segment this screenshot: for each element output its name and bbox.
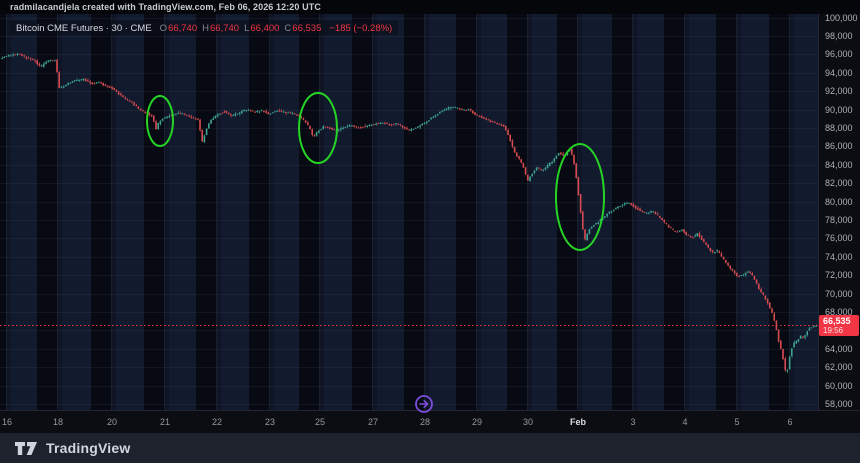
- ellipse-annotation[interactable]: [145, 94, 175, 148]
- price-axis-label: 88,000: [825, 122, 853, 133]
- low-label: L: [244, 22, 250, 34]
- time-axis-label: 27: [367, 417, 379, 427]
- time-axis-label: 16: [1, 417, 13, 427]
- time-axis-label: 4: [682, 417, 688, 427]
- ellipse-annotation[interactable]: [297, 91, 339, 165]
- price-axis-label: 64,000: [825, 343, 853, 354]
- price-axis-label: 100,000: [825, 12, 858, 23]
- arrow-sticker-icon[interactable]: [413, 393, 435, 415]
- footer-bar: TradingView: [0, 433, 860, 463]
- attribution-bar: radmilacandjela created with TradingView…: [0, 0, 860, 14]
- attribution-text: radmilacandjela created with TradingView…: [10, 2, 321, 12]
- price-axis-label: 68,000: [825, 306, 853, 317]
- current-price-label: 66,535 19:56: [819, 315, 859, 337]
- bar-countdown: 19:56: [823, 326, 844, 336]
- time-axis-label: 18: [52, 417, 64, 427]
- close-value: 66,535: [292, 22, 322, 34]
- footer-brand-text[interactable]: TradingView: [46, 440, 131, 456]
- time-axis-label: 6: [787, 417, 793, 427]
- high-value: 66,740: [210, 22, 240, 34]
- time-axis-label: 29: [471, 417, 483, 427]
- chart-canvas[interactable]: [0, 14, 818, 410]
- price-axis-label: 80,000: [825, 196, 853, 207]
- price-axis-label: 84,000: [825, 159, 853, 170]
- time-axis-label: 28: [419, 417, 431, 427]
- legend-open: O 66,740: [160, 23, 197, 34]
- price-axis-label: 98,000: [825, 30, 853, 41]
- symbol-legend[interactable]: Bitcoin CME Futures · 30 · CME O 66,740 …: [10, 21, 399, 35]
- price-axis-label: 58,000: [825, 399, 853, 409]
- legend-low: L 66,400: [244, 23, 279, 34]
- price-axis-label: 92,000: [825, 86, 853, 97]
- tradingview-logo-icon[interactable]: [14, 441, 38, 456]
- open-value: 66,740: [168, 22, 198, 34]
- price-axis-label: 76,000: [825, 233, 853, 244]
- time-axis-label: 22: [211, 417, 223, 427]
- price-axis-label: 90,000: [825, 104, 853, 115]
- open-label: O: [159, 22, 168, 34]
- price-axis-label: 74,000: [825, 251, 853, 262]
- change-value: −185 (−0.28%): [329, 22, 393, 34]
- time-axis-label: 30: [522, 417, 534, 427]
- close-label: C: [284, 22, 292, 34]
- time-axis-label: 23: [264, 417, 276, 427]
- price-axis-label: 94,000: [825, 67, 853, 78]
- price-axis-label: 82,000: [825, 178, 853, 189]
- chart-plot-area[interactable]: [0, 14, 818, 410]
- time-axis-label: 21: [159, 417, 171, 427]
- time-axis-label: 3: [630, 417, 636, 427]
- price-axis-label: 70,000: [825, 288, 853, 299]
- price-axis-label: 78,000: [825, 214, 853, 225]
- price-axis-label: 86,000: [825, 141, 853, 152]
- time-axis-label: Feb: [569, 417, 587, 427]
- symbol-title[interactable]: Bitcoin CME Futures · 30 · CME: [16, 22, 152, 34]
- legend-high: H 66,740: [202, 23, 239, 34]
- price-axis-label: 62,000: [825, 362, 853, 373]
- current-price-value: 66,535: [823, 316, 851, 327]
- price-axis-label: 72,000: [825, 270, 853, 281]
- legend-close: C 66,535: [284, 23, 321, 34]
- time-axis-label: 25: [314, 417, 326, 427]
- low-value: 66,400: [250, 22, 280, 34]
- time-axis-label: 20: [106, 417, 118, 427]
- price-axis[interactable]: 100,000 98,000 96,000 94,000 92,000 90,000 88,…: [818, 12, 860, 410]
- time-axis-label: 5: [734, 417, 740, 427]
- price-axis-label: 96,000: [825, 49, 853, 60]
- price-axis-label: 60,000: [825, 380, 853, 391]
- ellipse-annotation[interactable]: [554, 142, 606, 252]
- high-label: H: [202, 22, 209, 34]
